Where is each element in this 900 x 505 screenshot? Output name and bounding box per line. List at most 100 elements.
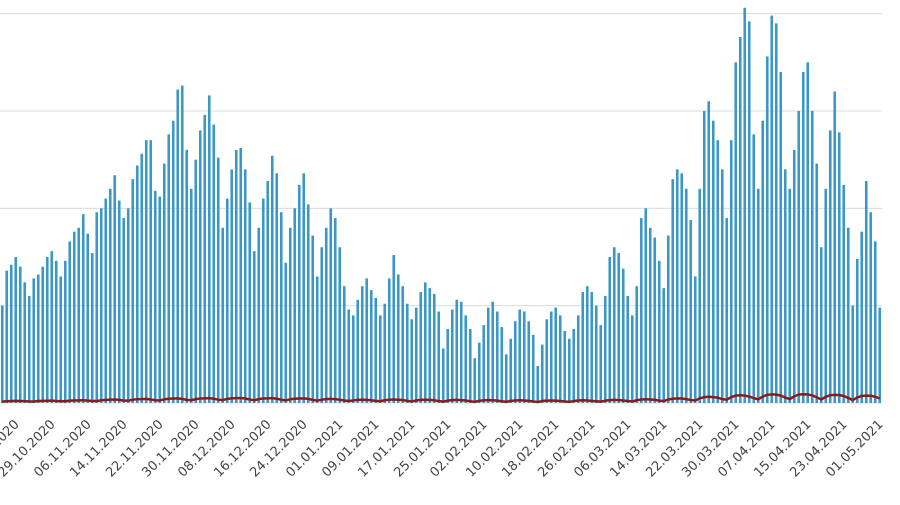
bar [257,227,261,403]
bar [162,163,166,403]
bar [599,325,603,403]
bar [729,140,733,403]
bar [810,110,814,404]
bar [666,235,670,403]
bar [293,208,297,403]
bar [608,256,612,403]
bar [405,303,409,403]
bar [464,315,468,403]
bar [333,218,337,403]
bar [378,315,382,403]
bar [401,286,405,403]
bar [54,260,58,403]
bar [837,132,841,403]
bar [180,85,184,403]
bar [374,297,378,403]
bar [279,212,283,403]
bar [779,72,783,403]
bar [513,321,517,403]
bar [711,120,715,403]
bar [549,311,553,403]
bar [99,208,103,403]
bar [851,305,855,403]
bar [815,163,819,403]
bar [203,114,207,403]
bar [5,270,9,403]
bar [684,188,688,403]
bar [432,293,436,403]
bar [149,140,153,403]
bar [18,266,22,403]
bar [662,288,666,403]
bar [639,218,643,403]
bar [315,276,319,403]
bar [396,274,400,403]
bar [869,212,873,403]
bar [671,179,675,403]
bar [567,338,571,403]
bar [72,231,76,403]
bar [612,247,616,403]
bar [275,173,279,403]
bar [297,184,301,403]
bar [680,173,684,403]
bar [356,299,360,403]
bar [306,204,310,403]
bar [216,157,220,403]
bar [410,319,414,403]
bar [252,251,256,403]
bar [243,169,247,403]
bar [284,262,288,403]
bar [878,307,882,403]
bar [437,311,441,403]
bar [617,253,621,403]
bar [716,140,720,403]
bar [320,247,324,403]
bar [689,219,693,403]
bar [801,72,805,403]
bar [504,354,508,403]
bar [261,198,265,403]
bar [239,147,243,403]
bar [113,175,117,403]
bar [77,227,81,403]
bar [486,307,490,403]
bar [770,15,774,403]
bar [176,89,180,404]
bar [32,278,36,403]
bar [167,134,171,404]
bar [468,329,472,403]
bar [531,334,535,403]
bar [342,286,346,403]
bar [603,295,607,403]
bar [95,212,99,403]
bar [693,276,697,403]
bar [329,208,333,403]
bar [90,253,94,403]
bar [117,200,121,403]
bar [369,290,373,403]
bar [734,62,738,403]
bar [756,188,760,403]
bar [527,321,531,403]
bar [761,120,765,403]
bar [225,198,229,403]
bar [59,276,63,403]
bar [788,188,792,403]
bar [45,256,49,403]
bar [738,36,742,404]
bar [536,366,540,403]
bar [846,227,850,403]
bar [86,233,90,403]
bar [144,140,148,403]
bar [347,309,351,403]
bar [563,330,567,403]
bar [392,255,396,403]
bar [477,342,481,403]
bar [450,309,454,403]
bar [473,358,477,403]
bar [842,184,846,403]
bar [63,260,67,403]
